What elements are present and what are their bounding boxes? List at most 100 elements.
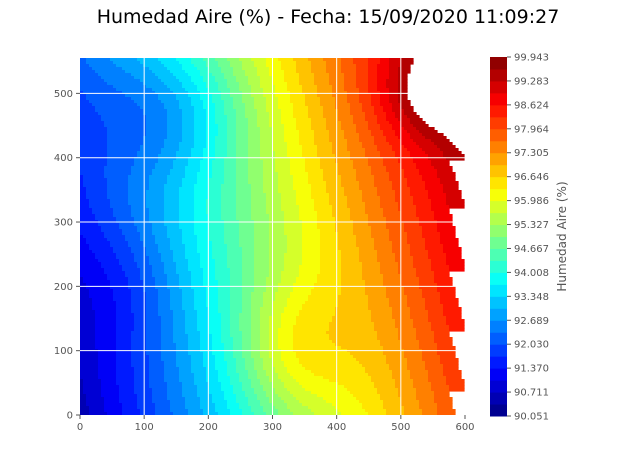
contour-cell-1793: [383, 283, 402, 287]
contour-cell-142: [176, 76, 192, 80]
contour-cell-2435: [116, 367, 135, 371]
contour-cell-2158: [95, 331, 117, 335]
contour-cell-2121: [239, 325, 252, 329]
contour-cell-965: [407, 178, 423, 182]
contour-cell-2203: [80, 337, 96, 341]
contour-cell-1377: [224, 232, 240, 236]
contour-cell-1680: [104, 271, 126, 275]
contour-cell-136: [389, 73, 399, 77]
contour-cell-2027: [260, 313, 273, 317]
contour-cell-2040: [134, 316, 147, 320]
contour-cell-656: [374, 139, 387, 143]
contour-cell-1179: [380, 205, 399, 209]
contour-cell-986: [359, 181, 375, 185]
contour-cell-838: [248, 163, 264, 167]
contour-cell-1890: [407, 295, 423, 299]
contour-cell-2293: [419, 346, 438, 350]
contour-cell-713: [179, 148, 192, 152]
contour-cell-1589: [173, 259, 189, 263]
contour-cell-1352: [194, 229, 210, 233]
contour-cell-1258: [164, 217, 180, 221]
contour-cell-1988: [443, 307, 462, 311]
contour-cell-1844: [437, 289, 456, 293]
contour-cell-1190: [179, 208, 195, 212]
contour-cell-1501: [287, 247, 303, 251]
contour-cell-1867: [422, 292, 441, 296]
contour-cell-2511: [218, 376, 231, 380]
contour-cell-101: [233, 70, 246, 74]
contour-cell-1176: [332, 205, 348, 209]
contour-cell-2207: [146, 337, 162, 341]
contour-cell-306: [191, 97, 201, 101]
contour-cell-1113: [89, 199, 111, 203]
contour-cell-852: [104, 166, 132, 170]
contour-cell-2405: [359, 361, 387, 365]
contour-cell-1073: [221, 193, 237, 197]
contour-cell-1646: [299, 265, 321, 269]
contour-cell-1050: [236, 190, 252, 194]
contour-cell-1984: [368, 307, 393, 311]
contour-cell-675: [299, 142, 315, 146]
contour-cell-2360: [386, 355, 405, 359]
contour-cell-1644: [269, 265, 285, 269]
contour-cell-1777: [143, 283, 156, 287]
contour-cell-2022: [209, 313, 222, 317]
contour-cell-737: [176, 151, 192, 155]
contour-cell-425: [182, 112, 195, 116]
contour-cell-821: [335, 160, 354, 164]
contour-cell-2118: [209, 325, 222, 329]
contour-cell-127: [269, 73, 285, 77]
contour-cell-2419: [215, 364, 228, 368]
contour-cell-18: [353, 58, 369, 62]
contour-cell-1529: [359, 250, 378, 254]
contour-cell-1590: [188, 259, 201, 263]
contour-cell-749: [332, 151, 351, 155]
contour-cell-2210: [188, 337, 201, 341]
contour-cell-717: [227, 148, 237, 152]
contour-cell-2431: [425, 364, 444, 368]
contour-cell-2681: [269, 397, 282, 401]
contour-cell-20: [380, 58, 390, 62]
contour-cell-1625: [362, 262, 381, 266]
contour-cell-684: [434, 142, 453, 146]
contour-cell-1074: [236, 193, 252, 197]
contour-cell-894: [404, 169, 420, 173]
contour-cell-2434: [98, 367, 117, 371]
contour-cell-972: [149, 181, 168, 185]
contour-cell-706: [404, 145, 420, 149]
contour-cell-2609: [242, 388, 255, 392]
contour-cell-164: [161, 79, 180, 83]
contour-cell-835: [212, 163, 225, 167]
contour-cell-1749: [80, 280, 84, 284]
contour-cell-1221: [299, 211, 318, 215]
contour-cell-753: [395, 151, 411, 155]
contour-cell-21: [389, 58, 402, 62]
contour-cell-2283: [233, 346, 243, 350]
contour-cell-173: [272, 79, 285, 83]
contour-cell-2230: [146, 340, 162, 344]
contour-cell-2088: [134, 322, 147, 326]
contour-cell-328: [161, 100, 180, 104]
contour-cell-206: [398, 82, 408, 86]
contour-cell-1219: [266, 211, 285, 215]
contour-cell-1730: [155, 277, 168, 281]
contour-cell-387: [293, 106, 309, 110]
contour-cell-2699: [212, 400, 228, 404]
contour-cell-1924: [182, 301, 195, 305]
contour-cell-1325: [137, 226, 153, 230]
contour-cell-149: [260, 76, 273, 80]
contour-cell-1540: [161, 253, 174, 257]
contour-cell-115: [80, 73, 99, 77]
contour-cell-1743: [341, 277, 363, 281]
contour-cell-399: [143, 109, 168, 113]
contour-cell-492: [410, 118, 423, 122]
contour-cell-1757: [191, 280, 204, 284]
contour-cell-2534: [206, 379, 219, 383]
contour-cell-1820: [437, 286, 456, 290]
contour-cell-1306: [194, 223, 210, 227]
contour-cell-443: [395, 112, 405, 116]
contour-cell-2782: [80, 412, 90, 415]
contour-cell-1564: [161, 256, 174, 260]
contour-cell-1231: [95, 214, 114, 218]
contour-cell-1079: [311, 193, 330, 197]
